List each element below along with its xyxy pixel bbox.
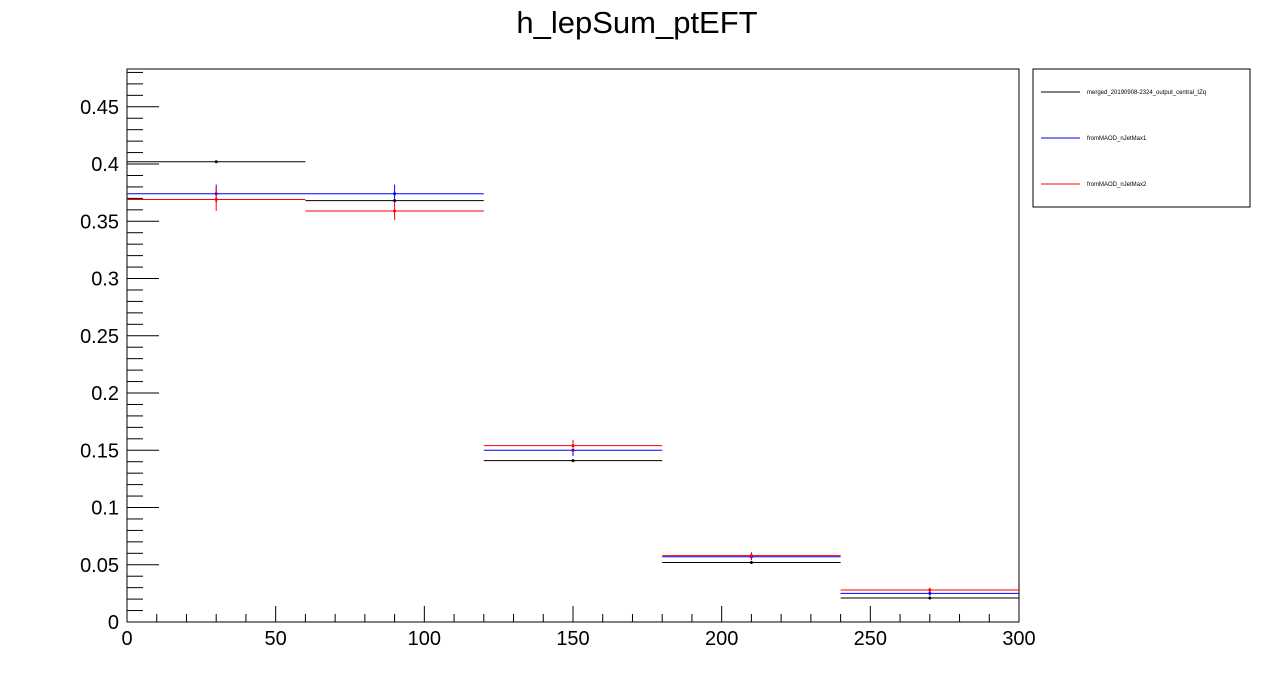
legend-label: merged_20190908-2324_output_central_tZq [1087, 90, 1206, 96]
x-tick-label: 100 [408, 628, 441, 650]
series-2 [127, 184, 1019, 596]
data-point [393, 192, 397, 196]
x-tick-label: 200 [705, 628, 738, 650]
legend-label: fromMAOD_nJetMax1 [1087, 136, 1147, 142]
legend-label: fromMAOD_nJetMax2 [1087, 182, 1147, 188]
data-point [214, 160, 218, 164]
data-point [571, 444, 575, 448]
data-point [214, 198, 218, 202]
data-point [928, 591, 932, 595]
x-tick-label: 250 [854, 628, 887, 650]
y-tick-label: 0.15 [80, 440, 119, 462]
plot-frame [126, 68, 1020, 623]
x-tick-label: 50 [265, 628, 287, 650]
x-tick-label: 300 [1002, 628, 1035, 650]
chart-title: h_lepSum_ptEFT [516, 5, 757, 40]
y-tick-label: 0.4 [91, 154, 119, 176]
x-tick-label: 150 [556, 628, 589, 650]
data-point [393, 209, 397, 213]
data-point [571, 459, 575, 463]
series-1 [127, 160, 1019, 600]
y-tick-label: 0 [108, 612, 119, 634]
data-point [928, 596, 932, 600]
y-tick-label: 0.35 [80, 211, 119, 233]
y-tick-label: 0.1 [91, 498, 119, 520]
series-3 [127, 188, 1019, 593]
data-point [928, 588, 932, 592]
y-tick-label: 0.05 [80, 555, 119, 577]
data-point [749, 560, 753, 564]
x-tick-label: 0 [121, 628, 132, 650]
legend: merged_20190908-2324_output_central_tZqf… [1032, 68, 1251, 208]
series-group [127, 160, 1019, 600]
y-tick-label: 0.25 [80, 326, 119, 348]
y-tick-label: 0.45 [80, 97, 119, 119]
data-point [749, 554, 753, 558]
axes: 0 50 100 150 200 250 300 0 0.05 0.1 0.15 0.2 0.25 0.3… [80, 71, 1036, 650]
y-tick-label: 0.3 [91, 269, 119, 291]
y-tick-label: 0.2 [91, 383, 119, 405]
